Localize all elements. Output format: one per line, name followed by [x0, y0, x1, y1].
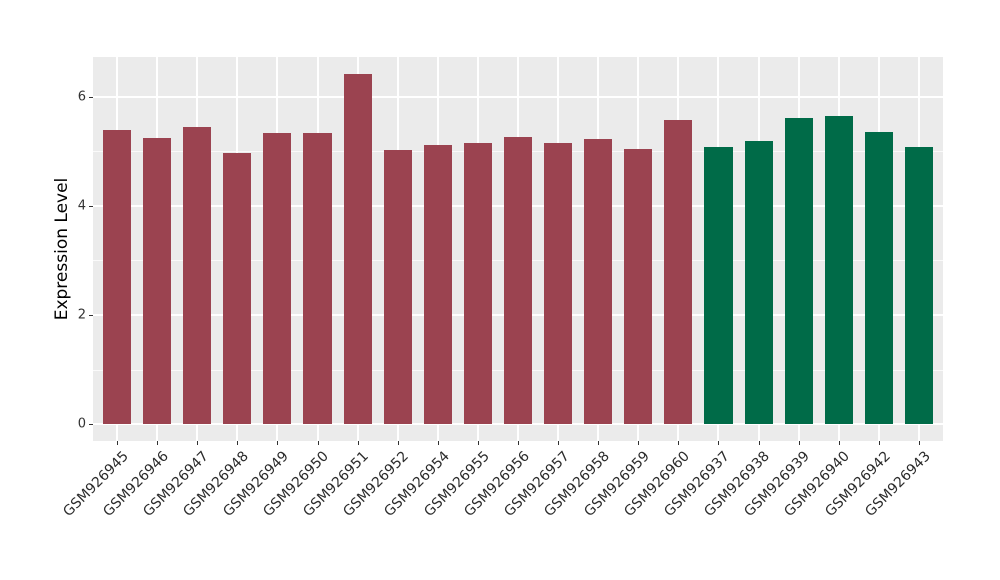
bar-GSM926950: [303, 132, 332, 425]
x-tick-mark: [718, 441, 720, 445]
x-tick-mark: [798, 441, 800, 445]
y-tick-mark: [89, 96, 93, 98]
bar-GSM926939: [784, 117, 813, 425]
bar-GSM926954: [423, 144, 452, 425]
bar-GSM926958: [584, 138, 613, 425]
x-tick-mark: [558, 441, 560, 445]
plot-panel: [93, 57, 943, 441]
gridline-major: [93, 423, 943, 426]
y-tick-mark: [89, 424, 93, 426]
bar-GSM926938: [744, 141, 773, 425]
y-tick-label: 6: [77, 89, 86, 105]
bar-GSM926942: [864, 132, 893, 425]
y-tick-label: 2: [77, 307, 86, 323]
x-tick-mark: [437, 441, 439, 445]
x-tick-mark: [598, 441, 600, 445]
bar-GSM926947: [183, 126, 212, 425]
x-tick-mark: [397, 441, 399, 445]
x-tick-mark: [518, 441, 519, 445]
x-tick-mark: [678, 441, 680, 445]
x-tick-mark: [638, 441, 640, 445]
x-tick-mark: [117, 441, 119, 445]
x-tick-mark: [277, 441, 279, 445]
x-tick-mark: [157, 441, 159, 445]
x-tick-mark: [317, 441, 319, 445]
bar-GSM926945: [103, 130, 132, 425]
x-tick-mark: [477, 441, 479, 445]
gridline-major: [93, 95, 943, 98]
bar-GSM926952: [383, 150, 412, 425]
bar-GSM926943: [904, 147, 933, 425]
x-tick-mark: [838, 441, 840, 445]
bar-GSM926948: [223, 153, 252, 425]
x-tick-mark: [918, 441, 920, 445]
bar-GSM926956: [503, 136, 533, 425]
y-axis-title: Expression Level: [52, 177, 72, 321]
x-tick-mark: [357, 441, 359, 445]
x-tick-mark: [758, 441, 760, 445]
bar-GSM926949: [263, 132, 292, 425]
bar-GSM926955: [463, 143, 492, 425]
y-tick-label: 4: [77, 198, 86, 214]
bar-GSM926957: [544, 143, 573, 425]
bar-GSM926951: [343, 73, 372, 425]
bar-GSM926960: [664, 120, 693, 425]
y-tick-label: 0: [77, 416, 86, 432]
bar-GSM926959: [624, 148, 653, 425]
x-tick-mark: [237, 441, 239, 445]
bar-GSM926946: [143, 137, 172, 425]
bar-GSM926940: [824, 116, 853, 425]
x-tick-mark: [878, 441, 880, 445]
y-tick-mark: [89, 315, 93, 316]
x-tick-mark: [197, 441, 199, 445]
bar-GSM926937: [704, 147, 733, 425]
y-tick-mark: [89, 205, 93, 207]
